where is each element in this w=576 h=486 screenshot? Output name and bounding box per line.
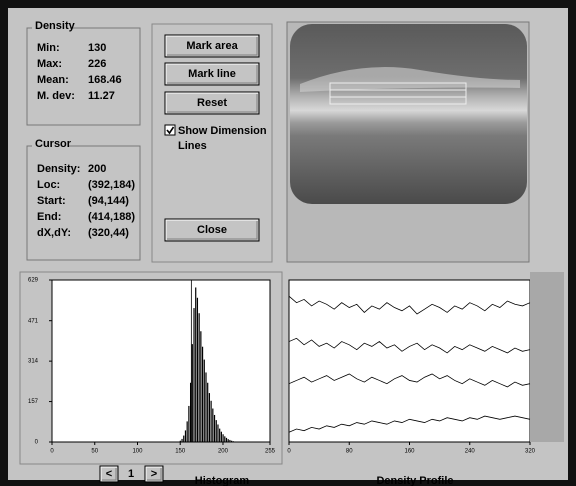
bar [204,360,205,442]
bar [233,441,234,442]
bar [192,344,193,442]
x-tick-label: 200 [218,449,229,455]
bar [231,441,232,442]
info-label: Min: [37,42,60,54]
info-value: (392,184) [88,179,135,191]
info-value: 200 [88,163,106,175]
info-label: Mean: [37,74,69,86]
info-value: (94,144) [88,195,129,207]
bar [228,439,229,442]
bar [222,434,223,442]
bar [188,406,189,442]
x-tick-label: 255 [265,449,276,455]
next-label[interactable]: > [151,468,157,480]
image [290,24,527,204]
bar [234,441,235,442]
bar [205,372,206,442]
info-value: (320,44) [88,227,129,239]
bar [193,308,194,442]
window: Density Cursor Histogram Density Profile… [0,0,576,486]
button-label[interactable]: Mark line [188,68,236,80]
bar [195,287,196,442]
info-value: 168.46 [88,74,122,86]
bar [226,438,227,442]
y-tick-label: 471 [28,318,39,324]
info-value: (414,188) [88,211,135,223]
scroll-strip [530,272,564,442]
bar [181,439,182,442]
y-tick-label: 314 [28,359,39,365]
info-label: dX,dY: [37,227,71,239]
info-label: Density: [37,163,80,175]
y-tick-label: 629 [28,278,39,284]
x-tick-label: 100 [132,449,143,455]
info-value: 226 [88,58,106,70]
bar [183,436,184,442]
cursor-title: Cursor [35,138,72,150]
x-tick-label: 80 [346,449,353,455]
bar [209,393,210,442]
info-value: 11.27 [88,90,115,102]
info-label: End: [37,211,61,223]
checkbox-label[interactable]: Lines [178,140,207,152]
x-tick-label: 150 [175,449,186,455]
bar [202,347,203,442]
histogram-plot [52,280,270,442]
bar [221,432,222,442]
bar [214,415,215,442]
y-tick-label: 157 [28,399,39,405]
prev-label[interactable]: < [106,468,112,480]
bar [197,298,198,442]
checkbox-label[interactable]: Show Dimension [178,125,267,137]
histogram-title: Histogram [195,475,250,486]
info-label: M. dev: [37,90,75,102]
button-label[interactable]: Reset [197,97,227,109]
info-label: Max: [37,58,62,70]
bar [199,313,200,442]
bar [187,421,188,442]
bar [180,441,181,442]
bar [224,436,225,442]
x-tick-label: 240 [465,449,476,455]
bar [216,420,217,442]
density-title: Density [35,20,76,32]
bar [217,424,218,442]
button-label[interactable]: Close [197,224,227,236]
info-label: Loc: [37,179,60,191]
page-number: 1 [128,468,134,480]
button-label[interactable]: Mark area [186,40,238,52]
x-tick-label: 50 [91,449,98,455]
bar [212,409,213,442]
bar [207,383,208,442]
info-value: 130 [88,42,106,54]
x-tick-label: 160 [404,449,415,455]
bar [219,429,220,442]
bar [200,331,201,442]
bar [229,440,230,442]
bar [211,401,212,442]
x-tick-label: 320 [525,449,536,455]
bar [185,430,186,442]
info-label: Start: [37,195,66,207]
profile-title: Density Profile [376,475,453,486]
